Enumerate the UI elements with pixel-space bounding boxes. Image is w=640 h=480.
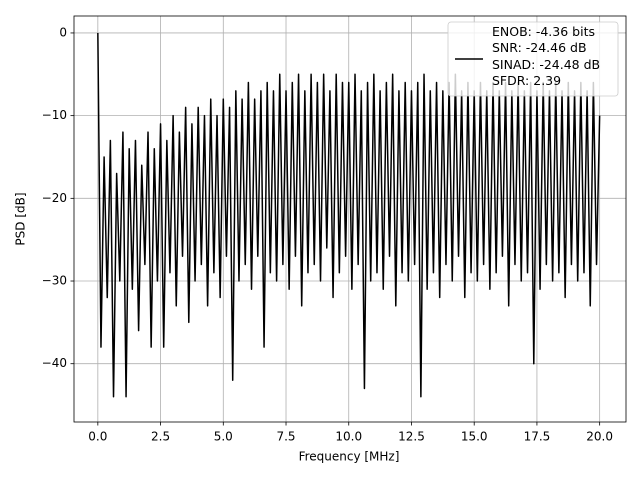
x-tick-label: 0.0 <box>88 430 107 444</box>
y-tick-label: −10 <box>42 108 67 122</box>
x-tick-label: 17.5 <box>524 430 551 444</box>
plot-frame <box>73 15 627 423</box>
legend-label: ENOB: -4.36 bits SNR: -24.46 dB SINAD: -… <box>492 24 601 88</box>
y-tick-label: −20 <box>42 191 67 205</box>
series-line <box>97 32 601 398</box>
x-tick-label: 15.0 <box>461 430 488 444</box>
x-tick-label: 20.0 <box>586 430 613 444</box>
grid <box>74 16 626 422</box>
x-tick-label: 7.5 <box>276 430 295 444</box>
y-tick-label: −40 <box>42 356 67 370</box>
x-tick-label: 5.0 <box>214 430 233 444</box>
x-tick-label: 2.5 <box>151 430 170 444</box>
legend-box <box>447 21 619 97</box>
x-tick-label: 12.5 <box>398 430 425 444</box>
y-tick-label: 0 <box>59 25 67 39</box>
y-axis-label: PSD [dB] <box>14 192 28 245</box>
x-axis-label: Frequency [MHz] <box>299 450 400 464</box>
x-tick-label: 10.0 <box>335 430 362 444</box>
y-tick-label: −30 <box>42 274 67 288</box>
